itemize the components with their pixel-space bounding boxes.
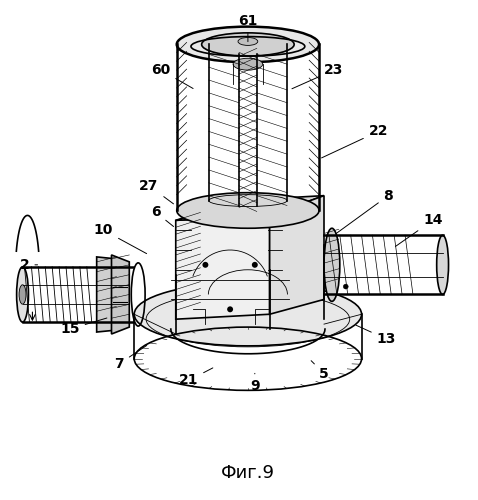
Ellipse shape [177, 192, 319, 228]
Text: 9: 9 [250, 374, 260, 394]
Text: 27: 27 [140, 179, 174, 204]
Polygon shape [176, 216, 270, 319]
Ellipse shape [233, 58, 263, 70]
Text: 60: 60 [152, 63, 193, 88]
Text: 14: 14 [395, 214, 443, 246]
Text: 15: 15 [60, 318, 107, 336]
Ellipse shape [238, 38, 258, 46]
Text: 22: 22 [322, 124, 388, 158]
Ellipse shape [227, 306, 233, 312]
Ellipse shape [202, 33, 294, 56]
Ellipse shape [343, 284, 348, 289]
Ellipse shape [17, 267, 29, 322]
Text: 6: 6 [151, 206, 174, 227]
Polygon shape [111, 255, 129, 334]
Text: 13: 13 [356, 326, 396, 346]
Text: Фиг.9: Фиг.9 [221, 464, 275, 482]
Text: 21: 21 [179, 368, 213, 388]
Ellipse shape [19, 285, 26, 304]
Text: 5: 5 [311, 360, 329, 380]
Ellipse shape [252, 262, 258, 268]
Ellipse shape [437, 235, 448, 294]
Text: 7: 7 [115, 346, 147, 370]
Ellipse shape [177, 26, 319, 62]
Ellipse shape [134, 282, 361, 346]
Polygon shape [270, 196, 324, 314]
Text: 61: 61 [238, 14, 258, 42]
Text: 10: 10 [94, 223, 147, 254]
Ellipse shape [324, 228, 340, 302]
Text: 23: 23 [292, 63, 344, 89]
Polygon shape [97, 257, 117, 332]
Text: 8: 8 [336, 188, 393, 234]
Text: 2: 2 [20, 258, 38, 272]
Polygon shape [176, 196, 324, 220]
Ellipse shape [202, 262, 208, 268]
